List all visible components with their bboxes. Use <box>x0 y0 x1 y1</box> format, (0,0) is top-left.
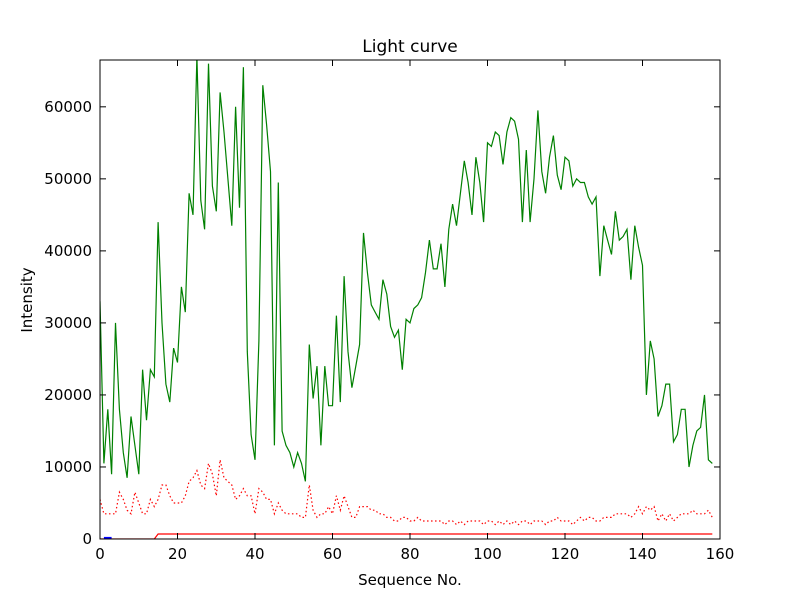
y-tick-label: 10000 <box>44 458 92 476</box>
y-tick-label: 60000 <box>44 98 92 116</box>
x-tick-label: 120 <box>551 545 580 563</box>
ticks-layer: 0 20 40 60 80 100 120 140 160 0 10000 20000 30000 400… <box>44 60 734 563</box>
y-tick-label: 20000 <box>44 386 92 404</box>
x-tick-label: 100 <box>473 545 502 563</box>
x-tick-label: 60 <box>323 545 342 563</box>
x-tick-label: 140 <box>628 545 657 563</box>
x-tick-label: 40 <box>245 545 264 563</box>
series-line-3 <box>100 533 713 539</box>
x-tick-label: 160 <box>706 545 735 563</box>
plot-frame <box>99 59 721 540</box>
y-tick-label: 30000 <box>44 314 92 332</box>
y-tick-label: 0 <box>82 530 92 548</box>
x-tick-label: 0 <box>95 545 105 563</box>
y-axis-label: Intensity <box>18 267 36 332</box>
series-layer <box>100 60 713 539</box>
x-axis-label: Sequence No. <box>358 571 462 589</box>
y-tick-label: 50000 <box>44 170 92 188</box>
chart-title: Light curve <box>362 37 457 57</box>
y-tick-label: 40000 <box>44 242 92 260</box>
series-line-2 <box>100 459 713 526</box>
x-tick-label: 20 <box>168 545 187 563</box>
series-line-1 <box>100 60 713 482</box>
x-tick-label: 80 <box>400 545 419 563</box>
